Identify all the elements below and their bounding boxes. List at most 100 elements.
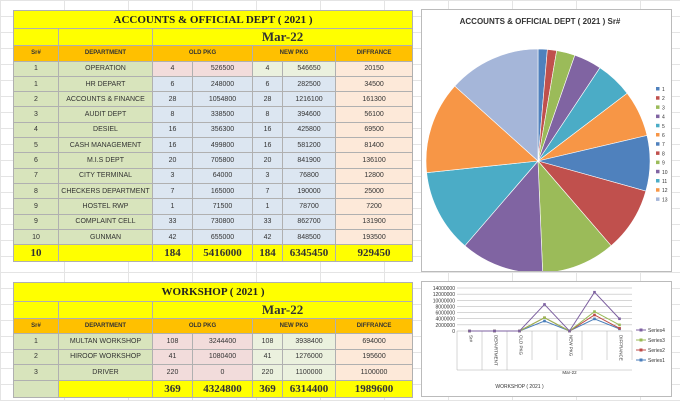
cell[interactable]: 1 <box>13 333 59 350</box>
pie-chart[interactable]: ACCOUNTS & OFFICIAL DEPT ( 2021 ) Sr# 1 2 3… <box>421 9 672 274</box>
cell[interactable]: 76800 <box>282 167 336 184</box>
cell[interactable]: ACCOUNTS & FINANCE <box>58 91 153 108</box>
cell[interactable]: 694000 <box>334 333 414 350</box>
total-cell[interactable]: 10 <box>13 244 59 263</box>
cell[interactable]: CASH MANAGEMENT <box>58 137 153 154</box>
cell[interactable]: 1216100 <box>282 91 336 108</box>
cell[interactable]: 69500 <box>334 121 414 139</box>
total-cell[interactable]: 369 <box>152 379 193 398</box>
cell[interactable]: 16 <box>252 137 283 154</box>
cell[interactable]: 1 <box>13 60 59 77</box>
cell[interactable]: DESIEL <box>58 121 153 139</box>
cell[interactable]: DRIVER <box>58 364 153 381</box>
cell[interactable]: 20 <box>152 152 193 169</box>
total-cell[interactable]: 1989600 <box>334 379 414 398</box>
cell[interactable]: 6 <box>152 75 193 93</box>
cell[interactable]: 108 <box>252 333 283 350</box>
cell[interactable]: 136100 <box>334 152 414 169</box>
cell[interactable]: 862700 <box>282 213 336 230</box>
cell[interactable]: 3 <box>152 167 193 184</box>
cell[interactable]: 33 <box>152 213 193 230</box>
cell[interactable]: 71500 <box>192 198 253 215</box>
line-chart[interactable]: 0 2000000 4000000 6000000 8000000 10000000 120… <box>421 281 672 397</box>
cell[interactable]: 6 <box>13 152 59 169</box>
cell[interactable]: 220 <box>152 364 193 381</box>
cell[interactable]: 848500 <box>282 228 336 246</box>
cell[interactable]: 0 <box>192 364 253 381</box>
cell[interactable]: 64000 <box>192 167 253 184</box>
cell[interactable]: 1100000 <box>334 364 414 381</box>
cell[interactable]: 78700 <box>282 198 336 215</box>
cell[interactable]: 42 <box>252 228 283 246</box>
total-cell[interactable]: 369 <box>252 379 283 398</box>
total-cell[interactable]: 184 <box>252 244 283 263</box>
cell[interactable]: 499800 <box>192 137 253 154</box>
total-cell[interactable] <box>13 379 59 398</box>
cell[interactable]: 7 <box>252 182 283 200</box>
cell[interactable]: MULTAN WORKSHOP <box>58 333 153 350</box>
total-cell[interactable]: 5416000 <box>192 244 253 263</box>
cell[interactable]: HOSTEL RWP <box>58 198 153 215</box>
cell[interactable]: 190000 <box>282 182 336 200</box>
cell[interactable]: 41 <box>252 348 283 365</box>
cell[interactable]: 165000 <box>192 182 253 200</box>
cell[interactable]: 1276000 <box>282 348 336 365</box>
cell[interactable]: HR DEPART <box>58 75 153 93</box>
total-cell[interactable]: 6345450 <box>282 244 336 263</box>
cell[interactable]: 338500 <box>192 106 253 123</box>
cell[interactable]: 25000 <box>334 182 414 200</box>
cell[interactable]: 394600 <box>282 106 336 123</box>
cell[interactable]: 248000 <box>192 75 253 93</box>
cell[interactable]: 2 <box>13 91 59 108</box>
cell[interactable]: 1080400 <box>192 348 253 365</box>
cell[interactable]: 12800 <box>334 167 414 184</box>
cell[interactable]: 546650 <box>282 60 336 77</box>
cell[interactable]: 1 <box>152 198 193 215</box>
cell[interactable]: 6 <box>252 75 283 93</box>
cell[interactable]: 730800 <box>192 213 253 230</box>
cell[interactable]: 81400 <box>334 137 414 154</box>
cell[interactable]: 9 <box>13 213 59 230</box>
cell[interactable]: CITY TERMINAL <box>58 167 153 184</box>
cell[interactable]: 7 <box>13 167 59 184</box>
cell[interactable]: CHECKERS DEPARTMENT <box>58 182 153 200</box>
cell[interactable]: HIROOF WORKSHOP <box>58 348 153 365</box>
total-cell[interactable] <box>58 379 153 398</box>
cell[interactable]: 3 <box>13 364 59 381</box>
cell[interactable]: 8 <box>152 106 193 123</box>
cell[interactable]: 3 <box>13 106 59 123</box>
cell[interactable]: 16 <box>252 121 283 139</box>
cell[interactable]: 42 <box>152 228 193 246</box>
cell[interactable]: 20 <box>252 152 283 169</box>
cell[interactable]: 195600 <box>334 348 414 365</box>
cell[interactable]: 8 <box>252 106 283 123</box>
cell[interactable]: 7 <box>152 182 193 200</box>
cell[interactable]: 1054800 <box>192 91 253 108</box>
cell[interactable]: COMPLAINT CELL <box>58 213 153 230</box>
cell[interactable]: 1100000 <box>282 364 336 381</box>
cell[interactable]: GUNMAN <box>58 228 153 246</box>
cell[interactable]: 4 <box>152 60 193 77</box>
cell[interactable]: 1 <box>252 198 283 215</box>
cell[interactable]: 3244400 <box>192 333 253 350</box>
cell[interactable]: 526500 <box>192 60 253 77</box>
cell[interactable]: 41 <box>152 348 193 365</box>
cell[interactable]: 356300 <box>192 121 253 139</box>
total-cell[interactable]: 6314400 <box>282 379 336 398</box>
total-cell[interactable]: 184 <box>152 244 193 263</box>
cell[interactable]: AUDIT DEPT <box>58 106 153 123</box>
cell[interactable]: 34500 <box>334 75 414 93</box>
cell[interactable]: 282500 <box>282 75 336 93</box>
cell[interactable]: 581200 <box>282 137 336 154</box>
cell[interactable]: 193500 <box>334 228 414 246</box>
cell[interactable]: 9 <box>13 198 59 215</box>
cell[interactable]: 108 <box>152 333 193 350</box>
total-cell[interactable]: 4324800 <box>192 379 253 398</box>
cell[interactable]: 7200 <box>334 198 414 215</box>
cell[interactable]: 3 <box>252 167 283 184</box>
cell[interactable]: 16 <box>152 121 193 139</box>
cell[interactable]: 20150 <box>334 60 414 77</box>
cell[interactable]: 5 <box>13 137 59 154</box>
cell[interactable]: 16 <box>152 137 193 154</box>
cell[interactable]: 28 <box>152 91 193 108</box>
